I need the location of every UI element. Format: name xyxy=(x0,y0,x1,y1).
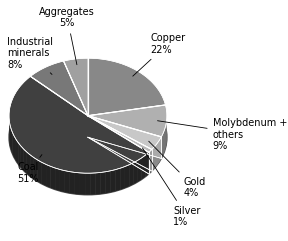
Polygon shape xyxy=(80,173,85,195)
Polygon shape xyxy=(115,168,120,191)
Polygon shape xyxy=(88,116,161,149)
Text: Aggregates
5%: Aggregates 5% xyxy=(39,7,95,65)
Polygon shape xyxy=(134,160,138,184)
Text: Silver
1%: Silver 1% xyxy=(143,148,200,227)
Polygon shape xyxy=(64,58,88,116)
Polygon shape xyxy=(88,116,152,171)
Polygon shape xyxy=(10,125,11,150)
Polygon shape xyxy=(70,172,75,194)
Polygon shape xyxy=(14,136,16,161)
Text: Industrial
minerals
8%: Industrial minerals 8% xyxy=(7,37,53,74)
Polygon shape xyxy=(31,61,88,116)
Polygon shape xyxy=(88,116,149,174)
Polygon shape xyxy=(12,132,14,157)
Polygon shape xyxy=(24,149,27,174)
Polygon shape xyxy=(88,116,152,171)
Polygon shape xyxy=(46,164,51,188)
Polygon shape xyxy=(21,146,24,171)
Polygon shape xyxy=(129,163,134,186)
Text: Coal
51%: Coal 51% xyxy=(17,155,42,184)
Polygon shape xyxy=(75,172,80,194)
Polygon shape xyxy=(27,152,30,176)
Polygon shape xyxy=(162,134,163,157)
Polygon shape xyxy=(38,160,42,184)
Polygon shape xyxy=(55,168,60,191)
Polygon shape xyxy=(18,143,21,167)
Polygon shape xyxy=(142,155,145,179)
Polygon shape xyxy=(90,173,95,195)
Polygon shape xyxy=(60,169,65,192)
Text: Gold
4%: Gold 4% xyxy=(149,141,206,198)
Polygon shape xyxy=(65,171,70,193)
Polygon shape xyxy=(51,166,55,190)
Polygon shape xyxy=(85,173,90,195)
Polygon shape xyxy=(111,170,115,192)
Polygon shape xyxy=(88,116,161,158)
Polygon shape xyxy=(16,139,18,164)
Text: Copper
22%: Copper 22% xyxy=(133,33,185,76)
Polygon shape xyxy=(9,76,149,173)
Polygon shape xyxy=(88,116,152,152)
Text: Molybdenum +
others
9%: Molybdenum + others 9% xyxy=(158,118,287,152)
Polygon shape xyxy=(42,162,46,186)
Polygon shape xyxy=(34,158,38,182)
Polygon shape xyxy=(30,155,34,179)
Polygon shape xyxy=(95,173,101,194)
Polygon shape xyxy=(9,117,10,143)
Polygon shape xyxy=(11,129,12,154)
Polygon shape xyxy=(125,165,129,188)
Polygon shape xyxy=(161,136,162,158)
Polygon shape xyxy=(145,152,149,177)
Polygon shape xyxy=(101,172,106,194)
Polygon shape xyxy=(88,58,166,116)
Polygon shape xyxy=(88,116,161,158)
Polygon shape xyxy=(88,116,149,174)
Ellipse shape xyxy=(9,80,167,195)
Polygon shape xyxy=(106,171,111,193)
Polygon shape xyxy=(120,167,125,190)
Polygon shape xyxy=(138,158,142,182)
Polygon shape xyxy=(88,105,167,137)
